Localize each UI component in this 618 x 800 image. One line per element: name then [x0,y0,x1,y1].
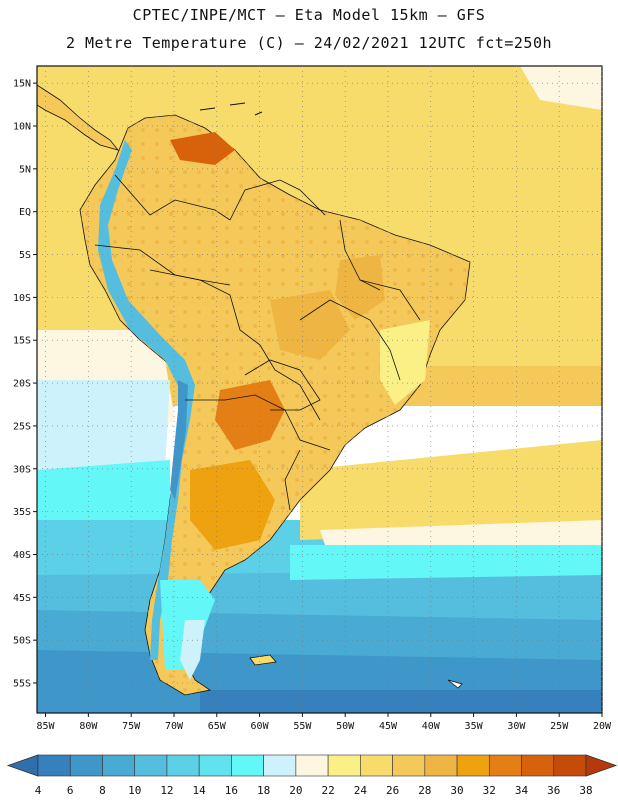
colorbar-swatch [231,754,264,777]
temperature-field [37,66,602,713]
colorbar-swatch [456,754,490,777]
lat-tick-label: 25S [13,421,31,432]
colorbar-level-label: 30 [450,784,463,797]
lat-tick-label: 5N [19,164,31,175]
lon-tick-label: 25W [550,721,569,732]
latitude-axis: 15N 10N 5N EQ 5S 10S 15S 20S 25S 30S 35S 40S 45S 50S 5… [13,79,37,690]
lon-tick-label: 55W [293,721,312,732]
colorbar-level-label: 6 [67,784,74,797]
colorbar-swatch [360,754,393,777]
highlands-brazil [380,320,430,405]
andes-cold-peaks [170,380,188,500]
lon-tick-label: 80W [79,721,98,732]
patagonia-cyan [180,620,205,680]
colorbar-level-label: 14 [193,784,207,797]
ocean-atlantic-cyan [290,545,602,580]
lat-tick-label: 55S [13,679,31,690]
colorbar: 4 6 8 10 12 14 16 18 20 22 24 26 28 30 32 34 36 38 [6,754,618,797]
lat-tick-label: 35S [13,507,31,518]
andes-cool-spine [98,140,195,660]
colorbar-level-label: 36 [547,784,560,797]
ocean-ne-pale [520,66,602,110]
colorbar-swatch [102,754,136,777]
ocean-south-deepest [200,690,602,713]
colorbar-level-label: 8 [99,784,106,797]
colorbar-swatch [198,754,232,777]
lat-tick-label: 30S [13,464,31,475]
lon-tick-label: 35W [465,721,484,732]
colorbar-swatch [166,754,200,777]
colorbar-max-arrow [585,754,618,777]
south-georgia [447,679,463,689]
lon-tick-label: 70W [165,721,184,732]
map-title-model: CPTEC/INPE/MCT – Eta Model 15km – GFS [132,6,486,24]
colorbar-swatch [424,754,458,777]
lat-tick-label: EQ [19,207,31,218]
colorbar-swatch [392,754,426,777]
country-borders [94,174,421,511]
lon-tick-label: 60W [251,721,270,732]
colorbar-swatch [134,754,168,777]
ocean-atlantic-warm [300,440,602,540]
colorbar-level-label: 38 [579,784,592,797]
colorbar-level-label: 24 [354,784,368,797]
hot-core-chaco [215,380,285,450]
lat-tick-label: 5S [19,250,31,261]
central-america-land [37,84,120,151]
lat-tick-label: 10N [13,121,31,132]
colorbar-level-label: 16 [225,784,238,797]
lat-tick-label: 15S [13,336,31,347]
lat-tick-label: 50S [13,636,31,647]
hot-core-brazil [270,290,350,360]
lat-tick-label: 15N [13,79,31,90]
map-title-variable: 2 Metre Temperature (C) – 24/02/2021 12U… [65,34,553,52]
falkland-islands [249,654,277,666]
lon-tick-label: 45W [379,721,398,732]
colorbar-swatch [488,754,522,777]
lon-tick-label: 65W [208,721,227,732]
colorbar-level-label: 32 [483,784,496,797]
colorbar-level-label: 20 [289,784,302,797]
lon-tick-label: 75W [122,721,141,732]
longitude-axis: 85W 80W 75W 70W 65W 60W 55W 50W 45W 40W 35W 30W 25W 2… [37,713,612,732]
colorbar-level-label: 22 [321,784,334,797]
lat-tick-label: 20S [13,379,31,390]
colorbar-swatch [553,754,587,777]
colorbar-level-label: 10 [128,784,141,797]
colorbar-level-label: 28 [418,784,431,797]
lat-tick-label: 45S [13,593,31,604]
map-frame [36,65,603,714]
colorbar-level-label: 12 [160,784,173,797]
lon-tick-label: 85W [37,721,56,732]
hot-core-ne-brazil [335,255,385,320]
colorbar-level-label: 18 [257,784,270,797]
lon-tick-label: 20W [593,721,612,732]
lat-tick-label: 10S [13,293,31,304]
lon-tick-label: 50W [336,721,355,732]
colorbar-swatch [69,754,103,777]
colorbar-level-label: 26 [386,784,399,797]
colorbar-swatch [263,754,297,777]
graticule [37,66,603,713]
hot-core-venezuela [170,132,235,165]
hot-core-argentina [190,460,275,550]
colorbar-min-arrow [6,754,39,777]
colorbar-level-label: 4 [35,784,42,797]
colorbar-level-label: 34 [515,784,529,797]
colorbar-swatch [521,754,555,777]
colorbar-swatch [37,754,71,777]
colorbar-swatch [327,754,361,777]
caribbean-islands [199,102,263,116]
colorbar-swatch [295,754,329,777]
lon-tick-label: 40W [422,721,441,732]
lat-tick-label: 40S [13,550,31,561]
lon-tick-label: 30W [507,721,526,732]
